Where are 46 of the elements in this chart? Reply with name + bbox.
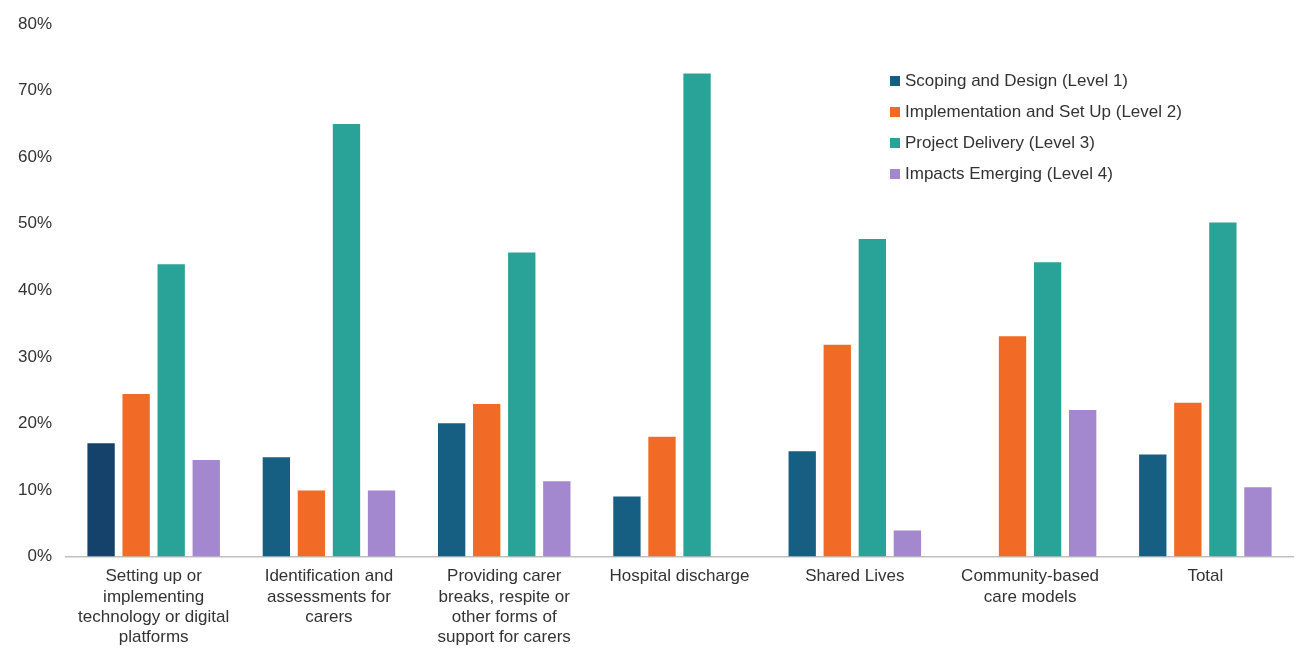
x-tick-label: Identification and assessments for carers: [264, 566, 394, 627]
y-tick-label: 40%: [17, 279, 53, 299]
bar: [1244, 487, 1272, 557]
bar: [683, 73, 711, 557]
y-tick-label: 10%: [17, 479, 53, 499]
bar: [1033, 262, 1062, 557]
bar: [823, 344, 851, 557]
legend-label: Impacts Emerging (Level 4): [905, 164, 1113, 183]
bar: [543, 481, 571, 557]
bar: [332, 123, 361, 557]
bar: [367, 490, 396, 557]
x-tick-label: Community-based care models: [961, 566, 1100, 606]
x-tick-label: Total: [1187, 566, 1224, 586]
y-tick-label: 30%: [17, 346, 53, 366]
bar: [437, 423, 466, 557]
y-tick-label: 80%: [17, 13, 53, 33]
bar: [297, 490, 326, 557]
y-tick-label: 20%: [17, 413, 53, 433]
legend-label: Project Delivery (Level 3): [905, 133, 1095, 152]
bar: [87, 443, 115, 557]
bar: [192, 459, 220, 557]
y-tick-label: 50%: [17, 213, 53, 233]
bar: [157, 264, 185, 557]
y-tick-label: 0%: [27, 546, 53, 566]
x-tick-label: Hospital discharge: [609, 566, 750, 586]
bar: [788, 451, 816, 557]
bar: [998, 336, 1027, 557]
bar: [1068, 410, 1097, 557]
x-tick-label: Setting up or implementing technology or digital platforms: [78, 566, 230, 647]
bar: [858, 239, 886, 557]
y-tick-label: 60%: [17, 146, 53, 166]
bar: [648, 436, 676, 557]
x-tick-label: Providing carer breaks, respite or other forms of support for carers: [437, 566, 571, 647]
bar: [262, 457, 291, 557]
x-tick-label: Shared Lives: [805, 566, 905, 586]
bar: [1174, 402, 1202, 557]
bar: [1139, 454, 1167, 557]
y-tick-label: 70%: [17, 80, 53, 100]
bar: [473, 404, 501, 557]
bar: [893, 530, 922, 557]
bar: [122, 394, 150, 557]
legend-label: Scoping and Design (Level 1): [905, 71, 1129, 90]
bar: [508, 252, 536, 557]
bar: [613, 496, 641, 557]
legend-label: Implementation and Set Up (Level 2): [905, 102, 1182, 121]
bar: [1209, 222, 1237, 557]
